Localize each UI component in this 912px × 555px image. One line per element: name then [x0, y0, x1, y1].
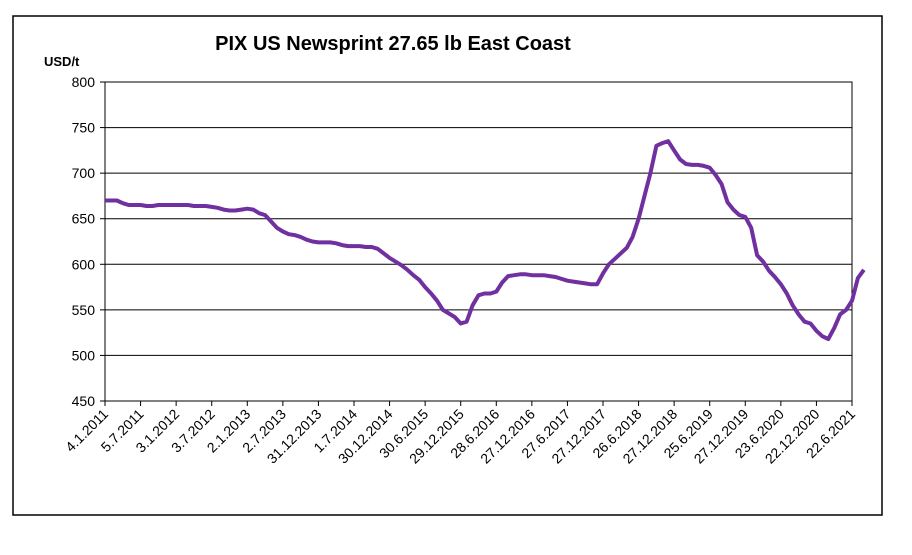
- y-tick-label: 600: [72, 256, 96, 272]
- y-tick-label: 750: [72, 120, 96, 136]
- chart-frame: [12, 15, 883, 516]
- y-tick-label: 550: [72, 302, 96, 318]
- y-axis-label: USD/t: [44, 54, 80, 69]
- y-tick-label: 700: [72, 165, 96, 181]
- y-tick-label: 800: [72, 74, 96, 90]
- y-tick-label: 450: [72, 393, 96, 409]
- data-line: [105, 139, 866, 341]
- y-tick-label: 650: [72, 211, 96, 227]
- chart-title: PIX US Newsprint 27.65 lb East Coast: [215, 33, 571, 55]
- y-tick-label: 500: [72, 347, 96, 363]
